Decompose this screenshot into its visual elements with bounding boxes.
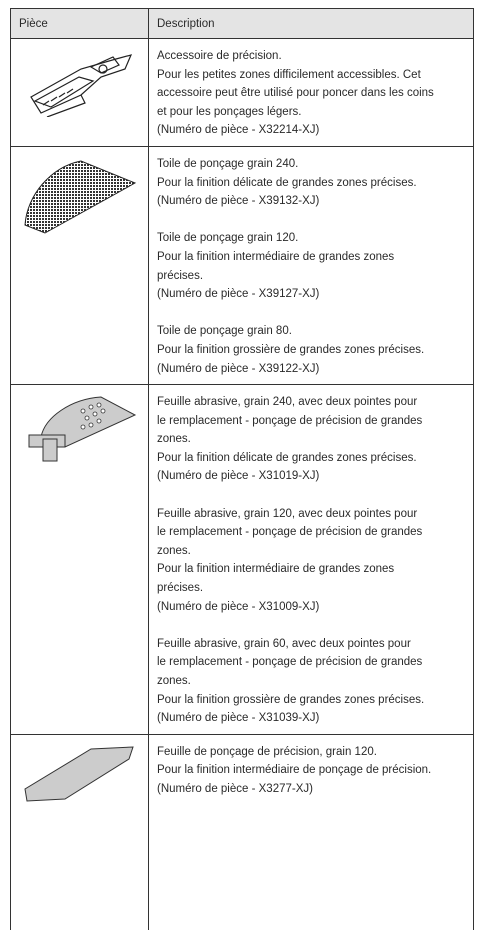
description-paragraph: Feuille de ponçage de précision, grain 1… [157,743,465,799]
description-line: Pour la finition délicate de grandes zon… [157,176,417,189]
description-line: Pour la finition grossière de grandes zo… [157,343,425,356]
part-row: Feuille de ponçage de précision, grain 1… [10,733,474,930]
description-line: Feuille abrasive, grain 120, avec deux p… [157,507,418,520]
part-row: Feuille abrasive, grain 240, avec deux p… [10,384,474,735]
description-line: (Numéro de pièce - X31019-XJ) [157,470,320,483]
part-row: Accessoire de précision. Pour les petites… [10,38,474,147]
description-line: Pour la finition intermédiaire de grande… [157,250,395,263]
description-line: accessoire peut être utilisé pour poncer… [157,87,434,100]
description-line: Pour la finition intermédiaire de ponçag… [157,764,432,777]
description-line: précises. [157,582,204,595]
description-paragraph: Toile de ponçage grain 240. Pour la finit… [157,155,465,211]
description-cell: Feuille abrasive, grain 240, avec deux p… [148,384,474,735]
description-cell: Feuille de ponçage de précision, grain 1… [148,733,474,930]
description-line: (Numéro de pièce - X39122-XJ) [157,362,320,375]
description-line: Pour la finition intermédiaire de grande… [157,563,395,576]
description-paragraph: Feuille abrasive, grain 60, avec deux po… [157,635,465,728]
description-line: zones. [157,675,191,687]
part-picture-cell [10,38,149,147]
header-row: Pièce Description [10,8,474,39]
description-line: Toile de ponçage grain 80. [157,325,292,338]
description-line: (Numéro de pièce - X39132-XJ) [157,195,320,208]
part-picture-cell [10,733,149,930]
description-line: Toile de ponçage grain 120. [157,232,299,245]
description-cell: Accessoire de précision. Pour les petites… [148,38,474,147]
description-line: et pour les ponçages légers. [157,105,302,118]
part-picture-cell [10,145,149,386]
sanding-cloth-drawing [23,160,136,234]
description-line: (Numéro de pièce - X39127-XJ) [157,288,320,301]
description-line: (Numéro de pièce - X3277-XJ) [157,782,313,795]
description-paragraph: Feuille abrasive, grain 120, avec deux p… [157,505,465,617]
accessory-drawing [29,54,132,117]
description-paragraph: Toile de ponçage grain 80. Pour la finiti… [157,322,465,378]
description-paragraph: Feuille abrasive, grain 240, avec deux p… [157,393,465,486]
part-picture-cell [10,384,149,735]
description-line: le remplacement - ponçage de précision d… [157,656,423,669]
description-line: Feuille de ponçage de précision, grain 1… [157,745,377,758]
description-line: Accessoire de précision. [157,50,282,62]
description-line: Feuille abrasive, grain 240, avec deux p… [157,396,418,409]
parts-table: Pièce Description Accessoire de précisio… [10,8,474,930]
description-line: (Numéro de pièce - X31009-XJ) [157,600,320,613]
description-line: (Numéro de pièce - X32214-XJ) [157,124,320,137]
description-cell: Toile de ponçage grain 240. Pour la finit… [148,145,474,386]
description-line: le remplacement - ponçage de précision d… [157,526,423,539]
description-line: Pour la finition délicate de grandes zon… [157,451,417,464]
description-line: zones. [157,433,191,446]
abrasive-sheet-drawing [28,396,136,462]
description-line: (Numéro de pièce - X31039-XJ) [157,712,320,725]
description-line: Toile de ponçage grain 240. [157,157,299,170]
column-header: Pièce [10,8,149,39]
parts-table-wrap: Pièce Description Accessoire de précisio… [10,8,474,930]
column-header: Description [148,8,474,39]
description-line: zones. [157,544,191,557]
description-paragraph: Toile de ponçage grain 120. Pour la finit… [157,229,465,303]
description-line: Feuille abrasive, grain 60, avec deux po… [157,637,411,650]
table-body: Accessoire de précision. Pour les petites… [10,38,474,930]
description-line: Pour les petites zones difficilement acc… [157,68,421,81]
description-line: le remplacement - ponçage de précision d… [157,414,423,427]
description-paragraph: Accessoire de précision. Pour les petites… [157,47,465,140]
precision-sheet-drawing [23,746,134,802]
description-line: précises. [157,269,204,282]
part-row: Toile de ponçage grain 240. Pour la finit… [10,145,474,386]
description-line: Pour la finition grossière de grandes zo… [157,693,425,706]
